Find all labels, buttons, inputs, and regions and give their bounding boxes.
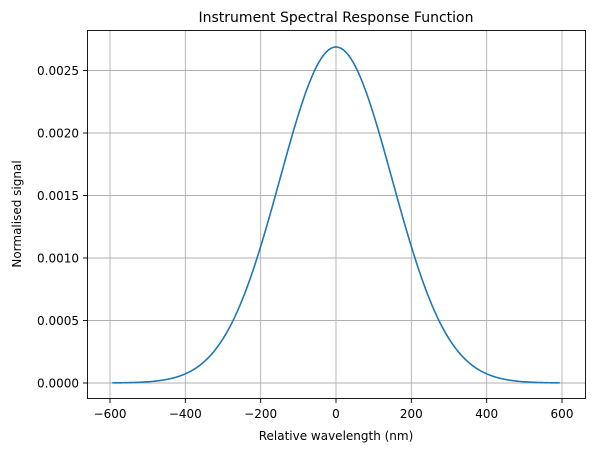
grid <box>88 31 586 399</box>
x-tick-label: 200 <box>400 407 423 421</box>
y-tick-label: 0.0000 <box>37 377 79 391</box>
x-axis-label: Relative wavelength (nm) <box>259 429 414 443</box>
y-tick-label: 0.0005 <box>37 314 79 328</box>
x-tick-label: 400 <box>475 407 498 421</box>
y-tick-label: 0.0025 <box>37 64 79 78</box>
axes-frame <box>88 31 586 399</box>
x-tick-label: 600 <box>551 407 574 421</box>
x-axis: −600 −400 −200 0 200 400 600 <box>94 399 574 422</box>
y-tick-label: 0.0020 <box>37 127 79 141</box>
x-tick-label: −200 <box>244 407 277 421</box>
chart-title: Instrument Spectral Response Function <box>199 10 474 26</box>
y-axis: 0.0000 0.0005 0.0010 0.0015 0.0020 0.0025 <box>37 64 88 391</box>
y-tick-label: 0.0010 <box>37 252 79 266</box>
y-axis-label: Normalised signal <box>10 160 24 267</box>
x-tick-label: −400 <box>169 407 202 421</box>
x-tick-label: 0 <box>332 407 340 421</box>
y-tick-label: 0.0015 <box>37 189 79 203</box>
x-tick-label: −600 <box>94 407 127 421</box>
